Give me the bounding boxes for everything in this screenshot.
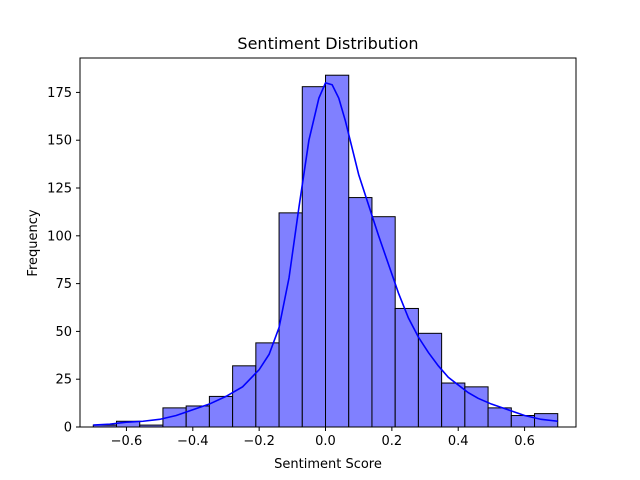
- x-tick-label: 0.4: [448, 434, 469, 449]
- x-axis-label: Sentiment Score: [274, 457, 382, 472]
- y-tick-label: 125: [47, 182, 72, 197]
- x-tick-label: −0.6: [111, 434, 143, 449]
- y-tick-label: 0: [64, 421, 72, 436]
- x-tick-label: −0.2: [243, 434, 275, 449]
- chart-title: Sentiment Distribution: [237, 34, 418, 53]
- y-tick-label: 100: [47, 229, 72, 244]
- y-tick-label: 50: [55, 325, 72, 340]
- x-tick-label: 0.2: [382, 434, 403, 449]
- histogram-bar: [394, 307, 419, 428]
- y-axis-ticks: 0 25 50 75 100 125 150 175: [47, 86, 80, 436]
- axes-frame: [79, 57, 577, 428]
- histogram-bars: [92, 74, 559, 428]
- histogram-bar: [208, 395, 234, 428]
- x-tick-label: 0.6: [514, 434, 535, 449]
- histogram-bar: [278, 212, 303, 428]
- x-axis-ticks: −0.6 −0.4 −0.2 0.0 0.2 0.4 0.6: [111, 427, 535, 449]
- x-tick-label: −0.4: [177, 434, 209, 449]
- histogram-bar: [441, 382, 466, 428]
- histogram-bar: [301, 86, 327, 428]
- histogram-bar: [417, 332, 443, 428]
- y-tick-label: 150: [47, 134, 72, 149]
- y-tick-label: 175: [47, 86, 72, 101]
- y-tick-label: 75: [55, 277, 72, 292]
- y-tick-label: 25: [55, 373, 72, 388]
- kde-curve: [93, 81, 558, 426]
- histogram-bar: [487, 407, 512, 428]
- histogram-bar: [232, 365, 257, 428]
- histogram-bar: [185, 405, 210, 428]
- histogram-bar: [325, 74, 350, 428]
- y-axis-label: Frequency: [26, 209, 41, 276]
- x-tick-label: 0.0: [315, 434, 336, 449]
- histogram-bar: [348, 197, 373, 428]
